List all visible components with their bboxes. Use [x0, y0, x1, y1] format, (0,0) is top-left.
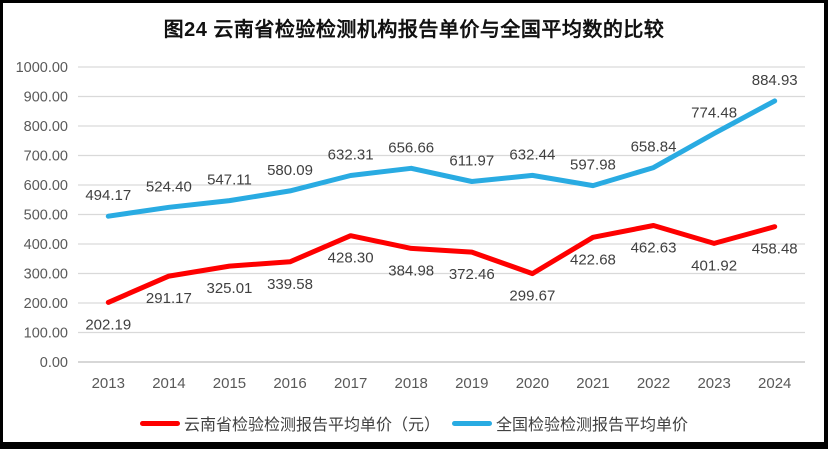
legend-swatch-yunnan-icon — [139, 420, 180, 426]
y-axis-tick-label: 300.00 — [24, 267, 68, 283]
data-label: 494.17 — [85, 187, 131, 204]
y-axis-tick-label: 600.00 — [24, 178, 68, 194]
x-axis-tick-label: 2019 — [455, 375, 488, 392]
data-label: 658.84 — [631, 139, 677, 156]
chart-title: 图24 云南省检验检测机构报告单价与全国平均数的比较 — [163, 19, 665, 41]
data-label: 299.67 — [509, 288, 555, 305]
x-axis-tick-label: 2020 — [516, 375, 549, 392]
y-axis-tick-label: 700.00 — [24, 149, 68, 165]
y-axis-tick-label: 100.00 — [24, 326, 68, 342]
x-axis-tick-label: 2014 — [152, 375, 185, 392]
legend-label-yunnan: 云南省检验检测报告平均单价（元） — [183, 417, 440, 434]
x-axis-tick-label: 2017 — [334, 375, 367, 392]
y-axis-tick-label: 800.00 — [24, 119, 68, 135]
y-axis-tick-label: 1000.00 — [16, 60, 68, 76]
legend-label-national: 全国检验检测报告平均单价 — [496, 417, 689, 434]
data-label: 524.40 — [146, 178, 192, 195]
y-axis-tick-label: 400.00 — [24, 237, 68, 253]
data-label: 656.66 — [388, 139, 434, 156]
y-axis-tick-label: 200.00 — [24, 296, 68, 312]
data-label: 884.93 — [752, 72, 798, 89]
legend-item-national: 全国检验检测报告平均单价 — [452, 411, 688, 435]
y-axis-tick-label: 0.00 — [40, 355, 68, 371]
data-label: 632.44 — [509, 146, 555, 163]
data-label: 325.01 — [207, 280, 253, 297]
legend-item-yunnan: 云南省检验检测报告平均单价（元） — [139, 411, 440, 435]
data-label: 339.58 — [267, 276, 313, 293]
x-axis-tick-label: 2018 — [395, 375, 428, 392]
data-label: 597.98 — [570, 157, 616, 174]
y-axis-tick-label: 500.00 — [24, 208, 68, 224]
data-label: 611.97 — [449, 152, 494, 169]
series-line-0 — [105, 223, 778, 305]
x-axis-tick-label: 2021 — [576, 375, 609, 392]
x-axis-tick-label: 2022 — [637, 375, 670, 392]
x-axis-tick-label: 2015 — [213, 375, 246, 392]
data-label: 401.92 — [691, 257, 737, 274]
data-label: 428.30 — [328, 250, 374, 267]
data-label: 632.31 — [328, 146, 374, 163]
data-label: 462.63 — [631, 240, 677, 257]
data-label: 291.17 — [146, 290, 192, 307]
x-axis-tick-label: 2016 — [273, 375, 306, 392]
data-label: 202.19 — [85, 316, 131, 333]
series-line-1 — [105, 98, 778, 219]
data-label: 547.11 — [207, 172, 252, 189]
data-label: 774.48 — [691, 105, 737, 122]
data-label: 372.46 — [449, 266, 495, 283]
x-axis-tick-label: 2013 — [92, 375, 125, 392]
data-label: 384.98 — [388, 262, 434, 279]
data-label: 458.48 — [752, 241, 798, 258]
chart-panel — [3, 3, 824, 442]
y-axis-tick-label: 900.00 — [24, 90, 68, 106]
data-label: 422.68 — [570, 251, 616, 268]
legend-swatch-national-icon — [452, 420, 492, 426]
x-axis-tick-label: 2023 — [697, 375, 730, 392]
legend: 云南省检验检测报告平均单价（元） 全国检验检测报告平均单价 — [0, 411, 828, 435]
x-axis-tick-label: 2024 — [758, 375, 791, 392]
data-label: 580.09 — [267, 162, 313, 179]
